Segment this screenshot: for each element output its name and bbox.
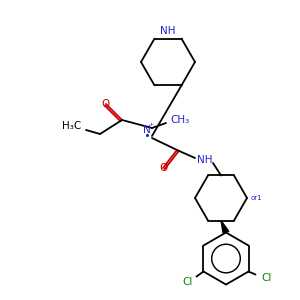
Text: or1: or1	[250, 195, 262, 201]
Text: H₃C: H₃C	[62, 121, 82, 131]
Text: CH₃: CH₃	[170, 115, 190, 125]
Text: N: N	[143, 125, 151, 135]
Text: +: +	[148, 122, 154, 128]
Text: NH: NH	[197, 155, 213, 165]
Text: Cl: Cl	[261, 272, 272, 283]
Polygon shape	[221, 220, 229, 234]
Text: O: O	[159, 163, 167, 173]
Text: O: O	[102, 99, 110, 109]
Text: Cl: Cl	[182, 277, 193, 286]
Text: NH: NH	[160, 26, 176, 36]
